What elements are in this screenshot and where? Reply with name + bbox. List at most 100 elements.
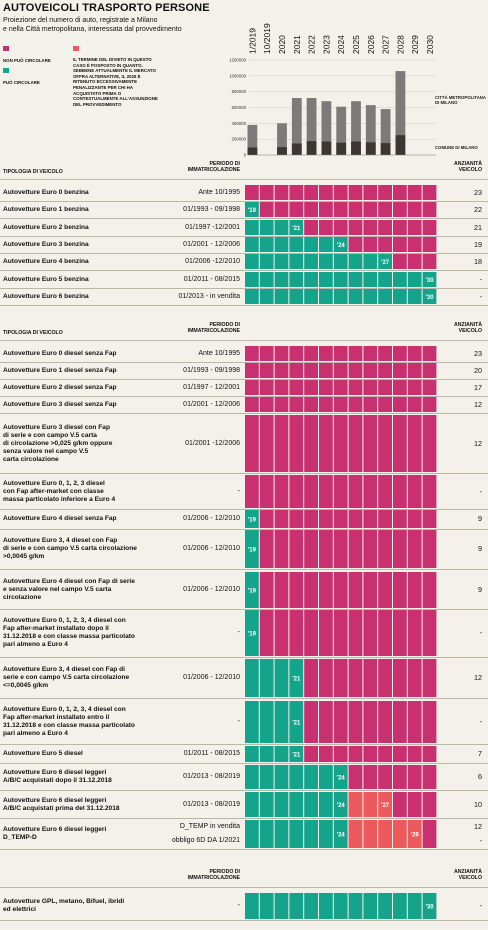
vehicle-period: Ante 10/1995 [198,349,240,357]
bar-comune [321,141,332,155]
year-cell [319,363,333,378]
bar-comune [380,143,391,155]
vehicle-name: Autovetture Euro 5 diesel [3,750,83,757]
year-cell [333,202,348,217]
year-cell [274,475,289,508]
year-cell [245,254,259,269]
y-tick-label: 1000000 [229,73,246,78]
year-cell [289,202,304,217]
year-cell [378,475,392,508]
year-cell [333,346,348,361]
year-cell [259,346,274,361]
year-cell [348,397,363,412]
header-tipologia: TIPOLOGIA DI VEICOLO [3,330,63,336]
year-cell [393,185,407,200]
chart-title: AUTOVEICOLI TRASPORTO PERSONE [3,2,210,14]
year-label: 1/2019 [247,28,257,54]
year-cell [245,363,259,378]
bar-metro [351,101,361,155]
year-cell [333,363,348,378]
y-tick-label: 800000 [232,89,247,94]
year-cell [245,530,259,568]
year-cell [348,272,363,287]
row-separator [0,305,488,306]
y-tick-label: 400000 [232,121,247,126]
year-threshold-label: '24 [337,803,346,809]
year-cell [304,380,318,395]
bar-metro [277,123,287,155]
vehicle-name: Autovetture Euro 4 diesel con Fap di ser… [3,578,135,601]
year-cell [319,765,333,789]
year-cell [378,792,392,817]
year-cell [245,237,259,252]
year-threshold-label: '21 [292,721,301,727]
year-cell [348,659,363,697]
vehicle-age: 9 [478,514,482,523]
year-cell [304,530,318,568]
vehicle-name: Autovetture Euro 3 diesel senza Fap [3,400,117,408]
year-cell [304,272,318,287]
bar-comune [365,142,376,155]
vehicle-period: 01/2006 -12/2010 [185,257,240,265]
row-separator [0,657,488,658]
year-cell [422,893,437,919]
vehicle-age: 23 [474,348,482,358]
year-cell [422,510,437,528]
year-cell [422,659,437,697]
vehicle-name: Autovetture Euro 0 diesel senza Fap [3,349,117,357]
year-cell [245,610,259,656]
vehicle-name: Autovetture Euro 6 benzina [3,292,89,300]
year-cell [304,397,318,412]
year-cell [333,701,348,743]
year-cell [363,237,378,252]
year-cell [348,380,363,395]
row-separator [0,763,488,764]
year-cell [407,792,422,817]
year-cell [348,202,363,217]
vehicle-name: Autovetture Euro 3 benzina [3,240,89,248]
year-label: 2020 [277,35,287,54]
year-cell [274,572,289,608]
vehicle-name: Autovetture Euro 1 diesel senza Fap [3,366,117,374]
header-separator [0,887,488,888]
year-cell [407,820,422,848]
year-cell [363,659,378,697]
year-cell [304,202,318,217]
year-cell [422,289,437,304]
year-cell [319,746,333,762]
bar-comune [395,135,406,155]
vehicle-period: - [237,718,240,725]
year-cell [274,397,289,412]
header-separator [0,340,488,341]
year-cell [422,765,437,789]
year-cell [348,765,363,789]
year-cell [393,765,407,789]
vehicle-age: 9 [478,544,482,553]
year-cell [393,510,407,528]
year-cell [245,792,259,817]
year-cell [378,254,392,269]
year-cell [407,289,422,304]
year-cell [274,893,289,919]
year-cell [333,746,348,762]
year-cell [363,220,378,235]
header-anzianita: ANZIANITÀ VEICOLO [454,869,482,882]
year-cell [289,530,304,568]
year-cell [393,792,407,817]
year-cell [348,572,363,608]
year-cell [289,397,304,412]
year-cell [378,363,392,378]
year-cell [378,397,392,412]
year-cell [363,765,378,789]
year-cell [289,572,304,608]
year-cell [422,530,437,568]
year-cell [304,220,318,235]
legend-swatch-puo [3,68,9,73]
year-label: 2026 [366,35,376,54]
year-cell [378,380,392,395]
legend-note: IL TERMINE DEL DIVIETO IN QUESTO CASO È … [73,57,158,107]
year-cell [319,659,333,697]
row-separator [0,529,488,530]
year-cell [378,530,392,568]
vehicle-age: 12 [474,673,482,682]
